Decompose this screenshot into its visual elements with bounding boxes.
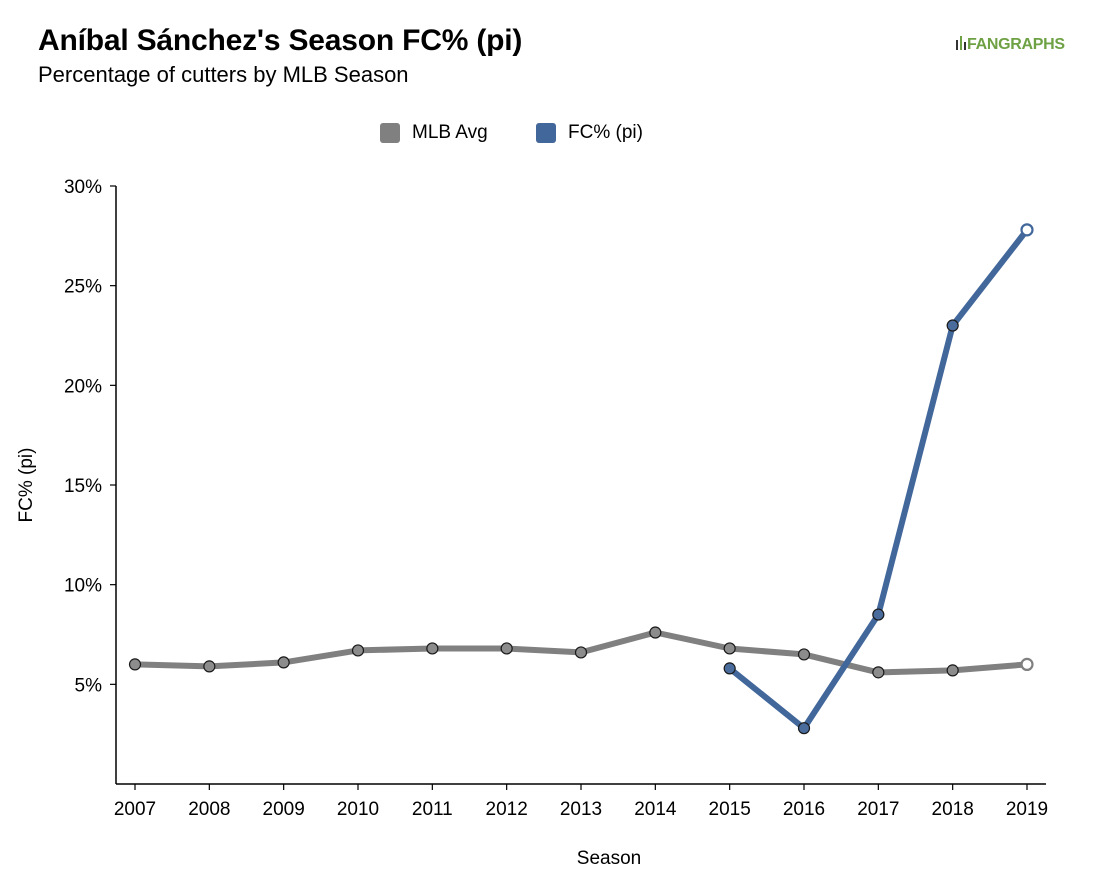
x-tick-label: 2007 [114, 799, 156, 820]
fangraphs-logo: FANGRAPHS [956, 35, 1065, 54]
data-point-mlb-avg [128, 658, 142, 671]
chart-title: Aníbal Sánchez's Season FC% (pi) [38, 24, 523, 57]
data-point-mlb-avg [426, 642, 439, 655]
y-tick-label: 25% [64, 277, 102, 298]
data-point-fc-pi [1020, 223, 1034, 237]
y-tick-label: 15% [64, 476, 102, 497]
x-tick-label: 2018 [932, 799, 974, 820]
data-point-mlb-avg [500, 642, 513, 655]
legend-swatch-mlb-avg [380, 123, 400, 143]
data-point-fc-pi [797, 722, 811, 735]
data-point-fc-pi [723, 662, 736, 675]
data-point-mlb-avg [351, 644, 365, 657]
x-axis-label: Season [577, 848, 641, 869]
chart-legend: MLB Avg FC% (pi) [0, 122, 1112, 148]
x-tick-label: 2015 [709, 799, 751, 820]
data-point-mlb-avg [797, 648, 811, 661]
y-axis-label: FC% (pi) [16, 448, 37, 523]
x-tick-label: 2016 [783, 799, 825, 820]
legend-item-mlb-avg[interactable]: MLB Avg [380, 122, 488, 144]
legend-item-fc-pi[interactable]: FC% (pi) [536, 122, 643, 144]
legend-label-fc-pi: FC% (pi) [568, 122, 643, 143]
x-tick-label: 2013 [560, 799, 602, 820]
x-tick-label: 2019 [1006, 799, 1048, 820]
data-point-fc-pi [872, 608, 885, 621]
data-point-mlb-avg [574, 646, 588, 659]
y-tick-label: 30% [64, 177, 102, 198]
x-tick-label: 2014 [634, 799, 677, 820]
x-tick-label: 2017 [857, 799, 899, 820]
legend-label-mlb-avg: MLB Avg [412, 122, 488, 143]
data-point-mlb-avg [277, 656, 290, 669]
x-tick-label: 2008 [188, 799, 230, 820]
data-point-mlb-avg [649, 626, 662, 639]
x-tick-label: 2012 [486, 799, 528, 820]
fangraphs-logo-icon [956, 36, 966, 50]
y-tick-label: 10% [64, 576, 102, 597]
data-point-mlb-avg [723, 642, 736, 655]
fangraphs-logo-text: FANGRAPHS [967, 36, 1065, 53]
data-point-mlb-avg [203, 660, 216, 673]
legend-swatch-fc-pi [536, 123, 556, 143]
x-tick-label: 2011 [412, 799, 453, 820]
x-tick-label: 2009 [263, 799, 305, 820]
chart-subtitle: Percentage of cutters by MLB Season [38, 62, 409, 87]
y-tick-label: 20% [64, 376, 102, 397]
y-tick-label: 5% [75, 675, 103, 696]
data-point-mlb-avg [1020, 657, 1034, 672]
data-point-fc-pi [946, 319, 959, 332]
x-tick-label: 2010 [337, 799, 379, 820]
data-point-mlb-avg [872, 666, 885, 679]
data-point-mlb-avg [946, 664, 959, 677]
